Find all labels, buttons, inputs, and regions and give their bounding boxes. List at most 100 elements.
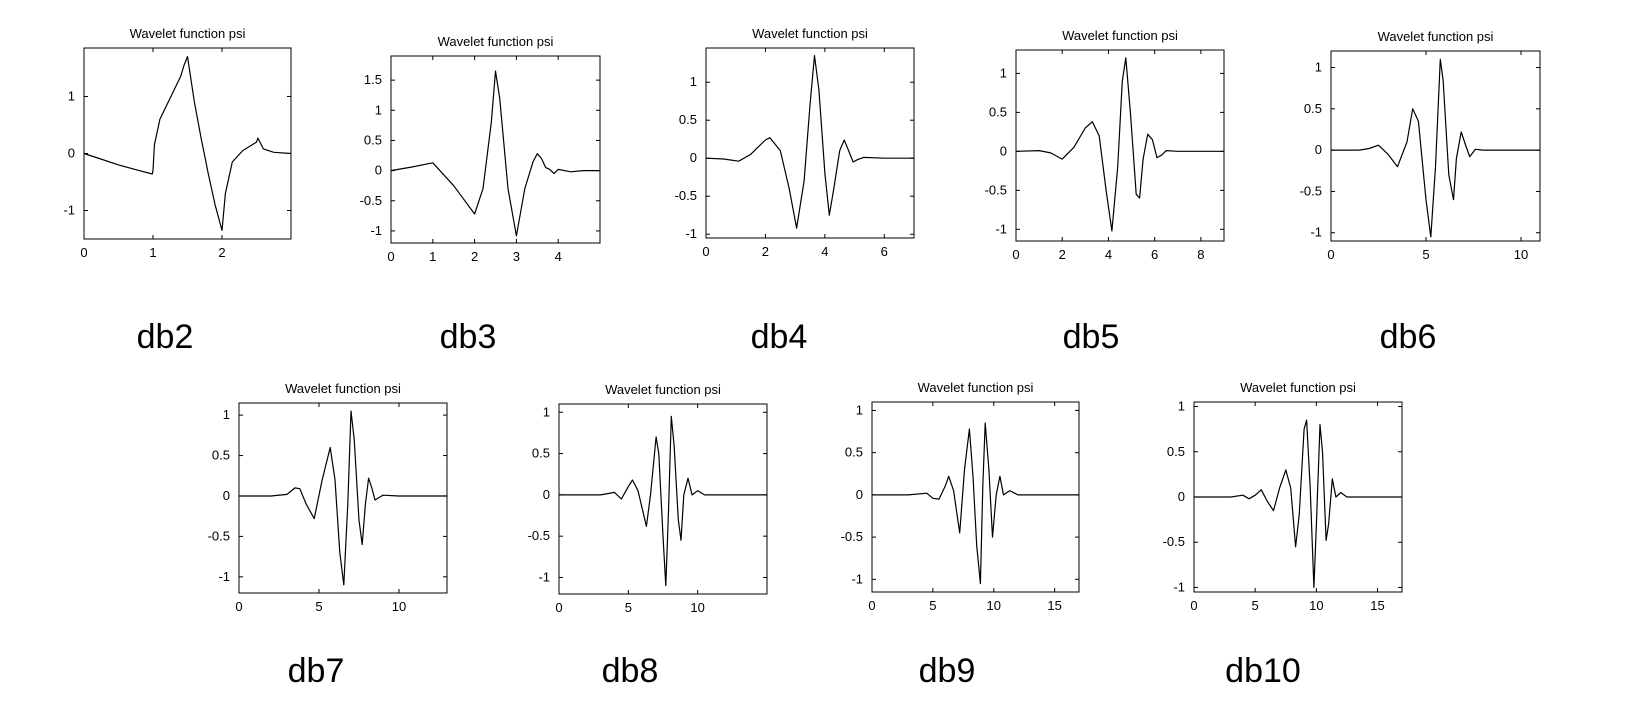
x-tick-label: 8 (1197, 247, 1204, 262)
y-tick-label: 0 (223, 488, 230, 503)
wavelet-name-label: db6 (1379, 318, 1437, 356)
x-tick-label: 6 (1151, 247, 1158, 262)
y-tick-label: 0 (68, 145, 75, 160)
x-tick-label: 15 (1370, 598, 1384, 613)
chart-title: Wavelet function psi (605, 382, 721, 397)
x-tick-label: 0 (1190, 598, 1197, 613)
wavelet-name-label: db7 (287, 652, 345, 690)
y-tick-label: -0.5 (1163, 534, 1185, 549)
y-tick-label: 1 (223, 407, 230, 422)
x-tick-label: 4 (821, 244, 828, 259)
y-tick-label: 0 (1178, 489, 1185, 504)
y-tick-label: 1 (375, 102, 382, 117)
y-tick-label: -1 (63, 202, 75, 217)
y-tick-label: 1 (543, 404, 550, 419)
chart-title: Wavelet function psi (1240, 380, 1356, 395)
series-line (705, 54, 914, 229)
x-tick-label: 3 (513, 249, 520, 264)
y-tick-label: 0 (690, 150, 697, 165)
y-tick-label: -1 (1310, 225, 1322, 240)
x-tick-label: 10 (1514, 247, 1528, 262)
y-tick-label: -0.5 (1300, 183, 1322, 198)
y-tick-label: -1 (851, 571, 863, 586)
series-line (1331, 58, 1540, 238)
y-tick-label: -1 (538, 569, 550, 584)
x-tick-label: 10 (690, 600, 704, 615)
x-tick-label: 4 (1105, 247, 1112, 262)
x-tick-label: 5 (1252, 598, 1259, 613)
wavelet-name-label: db4 (750, 318, 808, 356)
x-tick-label: 5 (929, 598, 936, 613)
x-tick-label: 0 (235, 599, 242, 614)
y-tick-label: -1 (685, 226, 697, 241)
x-tick-label: 0 (1327, 247, 1334, 262)
y-tick-label: 1 (1000, 65, 1007, 80)
axes-box (390, 55, 601, 244)
y-tick-label: -0.5 (675, 188, 697, 203)
x-tick-label: 5 (315, 599, 322, 614)
chart-title: Wavelet function psi (1378, 29, 1494, 44)
axes-box (1193, 401, 1403, 593)
x-tick-label: 5 (625, 600, 632, 615)
x-tick-label: 0 (555, 600, 562, 615)
y-tick-label: -1 (1173, 579, 1185, 594)
x-tick-label: 0 (702, 244, 709, 259)
axes-box (83, 47, 292, 240)
y-tick-label: 1 (1178, 399, 1185, 414)
y-tick-label: 1 (856, 402, 863, 417)
x-tick-label: 1 (429, 249, 436, 264)
axes-box (871, 401, 1080, 593)
axes-box (1015, 49, 1225, 242)
chart-title: Wavelet function psi (752, 26, 868, 41)
axes-box (1330, 50, 1541, 242)
axes-box (705, 47, 915, 239)
y-tick-label: 0.5 (364, 132, 382, 147)
y-tick-label: 0.5 (845, 445, 863, 460)
axes-box (238, 402, 448, 594)
chart-title: Wavelet function psi (438, 34, 554, 49)
x-tick-label: 10 (1309, 598, 1323, 613)
x-tick-label: 10 (987, 598, 1001, 613)
x-tick-label: 2 (218, 245, 225, 260)
x-tick-label: 2 (471, 249, 478, 264)
chart-title: Wavelet function psi (1062, 28, 1178, 43)
y-tick-label: 0.5 (1167, 444, 1185, 459)
y-tick-label: -1 (218, 569, 230, 584)
series-line (239, 410, 447, 586)
y-tick-label: -0.5 (985, 182, 1007, 197)
y-tick-label: -1 (995, 221, 1007, 236)
x-tick-label: 10 (392, 599, 406, 614)
y-tick-label: -0.5 (360, 193, 382, 208)
y-tick-label: 0 (1315, 142, 1322, 157)
y-tick-label: 0.5 (679, 112, 697, 127)
x-tick-label: 0 (868, 598, 875, 613)
series-line (559, 415, 767, 587)
y-tick-label: 0.5 (532, 446, 550, 461)
wavelet-name-label: db10 (1225, 652, 1301, 690)
y-tick-label: -1 (370, 223, 382, 238)
wavelet-name-label: db9 (918, 652, 976, 690)
wavelet-name-label: db3 (439, 318, 497, 356)
y-tick-label: 0.5 (1304, 101, 1322, 116)
axes-box (558, 403, 768, 595)
x-tick-label: 0 (1012, 247, 1019, 262)
x-tick-label: 1 (149, 245, 156, 260)
y-tick-label: -0.5 (841, 529, 863, 544)
x-tick-label: 4 (555, 249, 562, 264)
y-tick-label: 1 (690, 74, 697, 89)
y-tick-label: 1 (1315, 60, 1322, 75)
y-tick-label: 0.5 (212, 448, 230, 463)
x-tick-label: 2 (1059, 247, 1066, 262)
x-tick-label: 6 (881, 244, 888, 259)
x-tick-label: 0 (80, 245, 87, 260)
